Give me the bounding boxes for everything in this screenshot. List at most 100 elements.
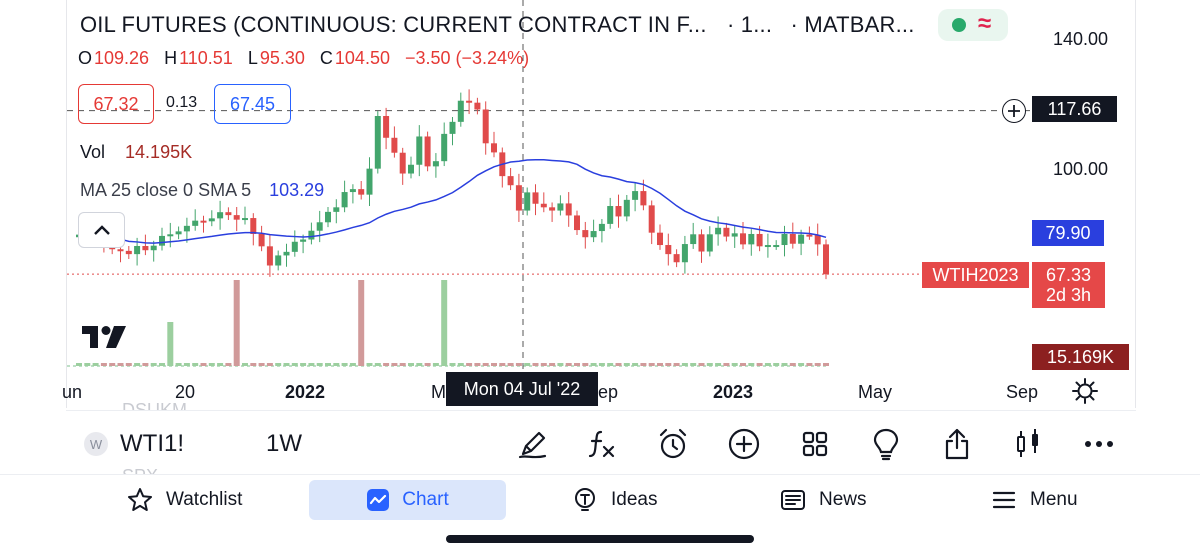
- plus-icon: [1008, 105, 1020, 117]
- nav-menu[interactable]: Menu: [976, 480, 1092, 520]
- tradingview-logo-icon: [82, 326, 126, 348]
- volume-bar: [349, 363, 356, 366]
- volume-bar: [125, 363, 132, 366]
- volume-price-tag: 15.169K: [1032, 344, 1129, 370]
- interval-button[interactable]: 1W: [266, 430, 302, 457]
- candle-body: [557, 203, 564, 211]
- ideas-button[interactable]: [866, 424, 906, 464]
- volume-bar: [764, 363, 771, 366]
- volume-bar: [482, 363, 489, 366]
- chart-type-button[interactable]: [1008, 424, 1048, 464]
- volume-bar: [690, 363, 697, 366]
- drawing-tools-button[interactable]: [513, 424, 553, 464]
- volume-bar: [748, 363, 755, 366]
- volume-bar: [200, 363, 207, 366]
- draw-icon: [518, 431, 547, 459]
- candle-body: [432, 161, 439, 167]
- time-label-20: 20: [175, 382, 196, 402]
- open-value: 109.26: [94, 48, 150, 68]
- ideas-icon: [575, 488, 595, 511]
- volume-bar: [823, 363, 829, 366]
- volume-bar: [159, 363, 165, 366]
- candle-body: [690, 234, 697, 245]
- volume-bar: [574, 363, 580, 366]
- candle-body: [740, 233, 746, 245]
- high-value: 110.51: [179, 48, 233, 68]
- chart-pane[interactable]: [66, 0, 1136, 408]
- volume-bar: [673, 363, 680, 366]
- volume-bar: [408, 363, 414, 366]
- candle-body: [789, 233, 796, 244]
- volume-bar: [341, 363, 348, 366]
- gear-icon: [1072, 378, 1098, 404]
- symbol-title[interactable]: OIL FUTURES (CONTINUOUS: CURRENT CONTRAC…: [80, 12, 915, 38]
- nav-chart[interactable]: Chart: [309, 480, 506, 520]
- close-label: C: [319, 48, 333, 68]
- indicators-button[interactable]: [582, 424, 622, 464]
- volume-bar: [814, 363, 821, 366]
- alert-button[interactable]: [653, 424, 693, 464]
- candle-body: [316, 222, 323, 231]
- add-button[interactable]: [724, 424, 764, 464]
- candle-body: [748, 233, 755, 245]
- chart-settings-button[interactable]: [1072, 378, 1098, 409]
- volume-bar: [781, 363, 788, 366]
- volume-bar: [399, 363, 406, 366]
- hamburger-menu-icon: [992, 491, 1016, 509]
- volume-bar: [532, 363, 539, 366]
- delayed-data-icon: ≈: [978, 10, 992, 37]
- price-chart[interactable]: [67, 0, 1137, 408]
- volume-bar: [449, 363, 456, 366]
- volume-bar: [291, 363, 298, 366]
- candle-body: [441, 133, 448, 162]
- candle-type-icon: [1017, 429, 1038, 457]
- candle-body: [640, 191, 647, 206]
- candle-body: [183, 225, 190, 232]
- volume-bar: [84, 363, 91, 366]
- volume-legend[interactable]: Vol 14.195K: [80, 142, 192, 163]
- candle-body: [681, 244, 688, 263]
- candle-body: [283, 251, 290, 256]
- share-button[interactable]: [937, 424, 977, 464]
- volume-bar: [391, 363, 398, 366]
- volume-bar: [225, 363, 232, 366]
- volume-bar: [540, 363, 547, 366]
- volume-bar: [640, 363, 647, 366]
- volume-bar: [723, 363, 730, 366]
- volume-bar: [557, 363, 564, 366]
- market-status-pill[interactable]: ≈: [938, 9, 1008, 41]
- volume-bar: [217, 363, 224, 366]
- nav-ideas[interactable]: Ideas: [557, 480, 671, 520]
- candle-body: [225, 212, 232, 216]
- nav-watchlist[interactable]: Watchlist: [112, 480, 256, 520]
- add-plus-icon[interactable]: [1002, 99, 1026, 123]
- candle-body: [250, 218, 257, 234]
- ma-price-tag: 79.90: [1032, 220, 1104, 246]
- collapse-legend-button[interactable]: [78, 212, 125, 248]
- candle-body: [798, 234, 805, 244]
- candle-body: [167, 234, 174, 237]
- more-button[interactable]: [1079, 424, 1119, 464]
- volume-bar: [681, 363, 688, 366]
- volume-bar: [175, 363, 182, 366]
- indicators-icon: [588, 430, 615, 458]
- candle-body: [366, 168, 373, 195]
- layouts-button[interactable]: [795, 424, 835, 464]
- candle-body: [615, 206, 622, 217]
- close-value: 104.50: [334, 48, 390, 68]
- ma-legend[interactable]: MA 25 close 0 SMA 5 103.29: [80, 180, 324, 201]
- buy-button[interactable]: 67.45: [214, 84, 291, 124]
- volume-bar: [300, 363, 307, 366]
- candle-body: [200, 220, 207, 223]
- home-indicator: [446, 535, 754, 543]
- ma-value: 103.29: [269, 180, 325, 200]
- ohlc-legend: O 109.26 H 110.51 L 95.30 C 104.50 −3.50 (−3…: [78, 48, 539, 69]
- symbol-search-button[interactable]: WTI1!: [120, 430, 184, 457]
- volume-bar: [308, 363, 315, 366]
- candle-body: [756, 233, 763, 247]
- tradingview-logo[interactable]: [82, 326, 128, 353]
- candle-body: [565, 203, 572, 216]
- nav-news[interactable]: News: [765, 480, 881, 520]
- sell-button[interactable]: 67.32: [78, 84, 154, 124]
- volume-bar: [275, 363, 282, 366]
